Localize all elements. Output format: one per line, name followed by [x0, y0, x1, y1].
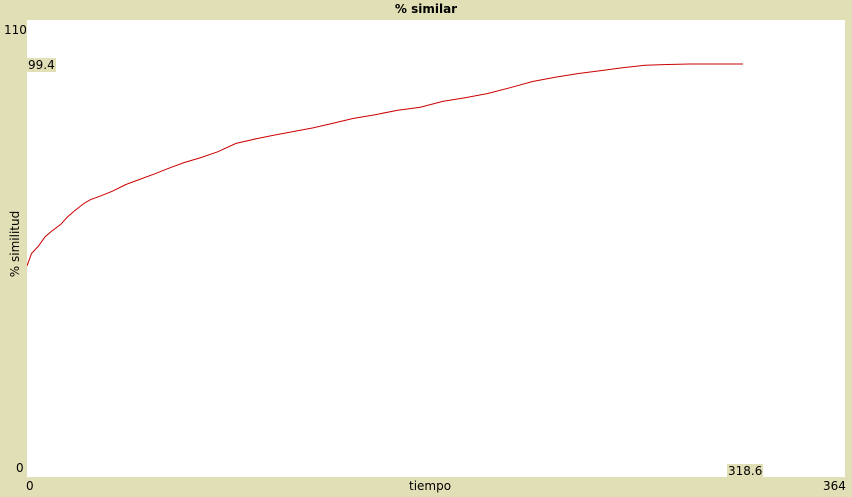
x-axis-min-label: 0 [26, 479, 34, 493]
plot-title: % similar [394, 2, 458, 16]
series-line [27, 63, 743, 267]
y-axis-min-label: 0 [16, 461, 24, 475]
current-x-value-label: 318.6 [727, 464, 764, 478]
current-y-value-label: 99.4 [27, 58, 56, 72]
x-axis-label: tiempo [409, 479, 452, 493]
y-axis-label: % similitud [8, 210, 22, 278]
line-chart [27, 63, 743, 267]
x-axis-max-label: 364 [823, 479, 846, 493]
plot-area [27, 20, 845, 477]
y-axis-max-label: 110 [4, 23, 27, 37]
